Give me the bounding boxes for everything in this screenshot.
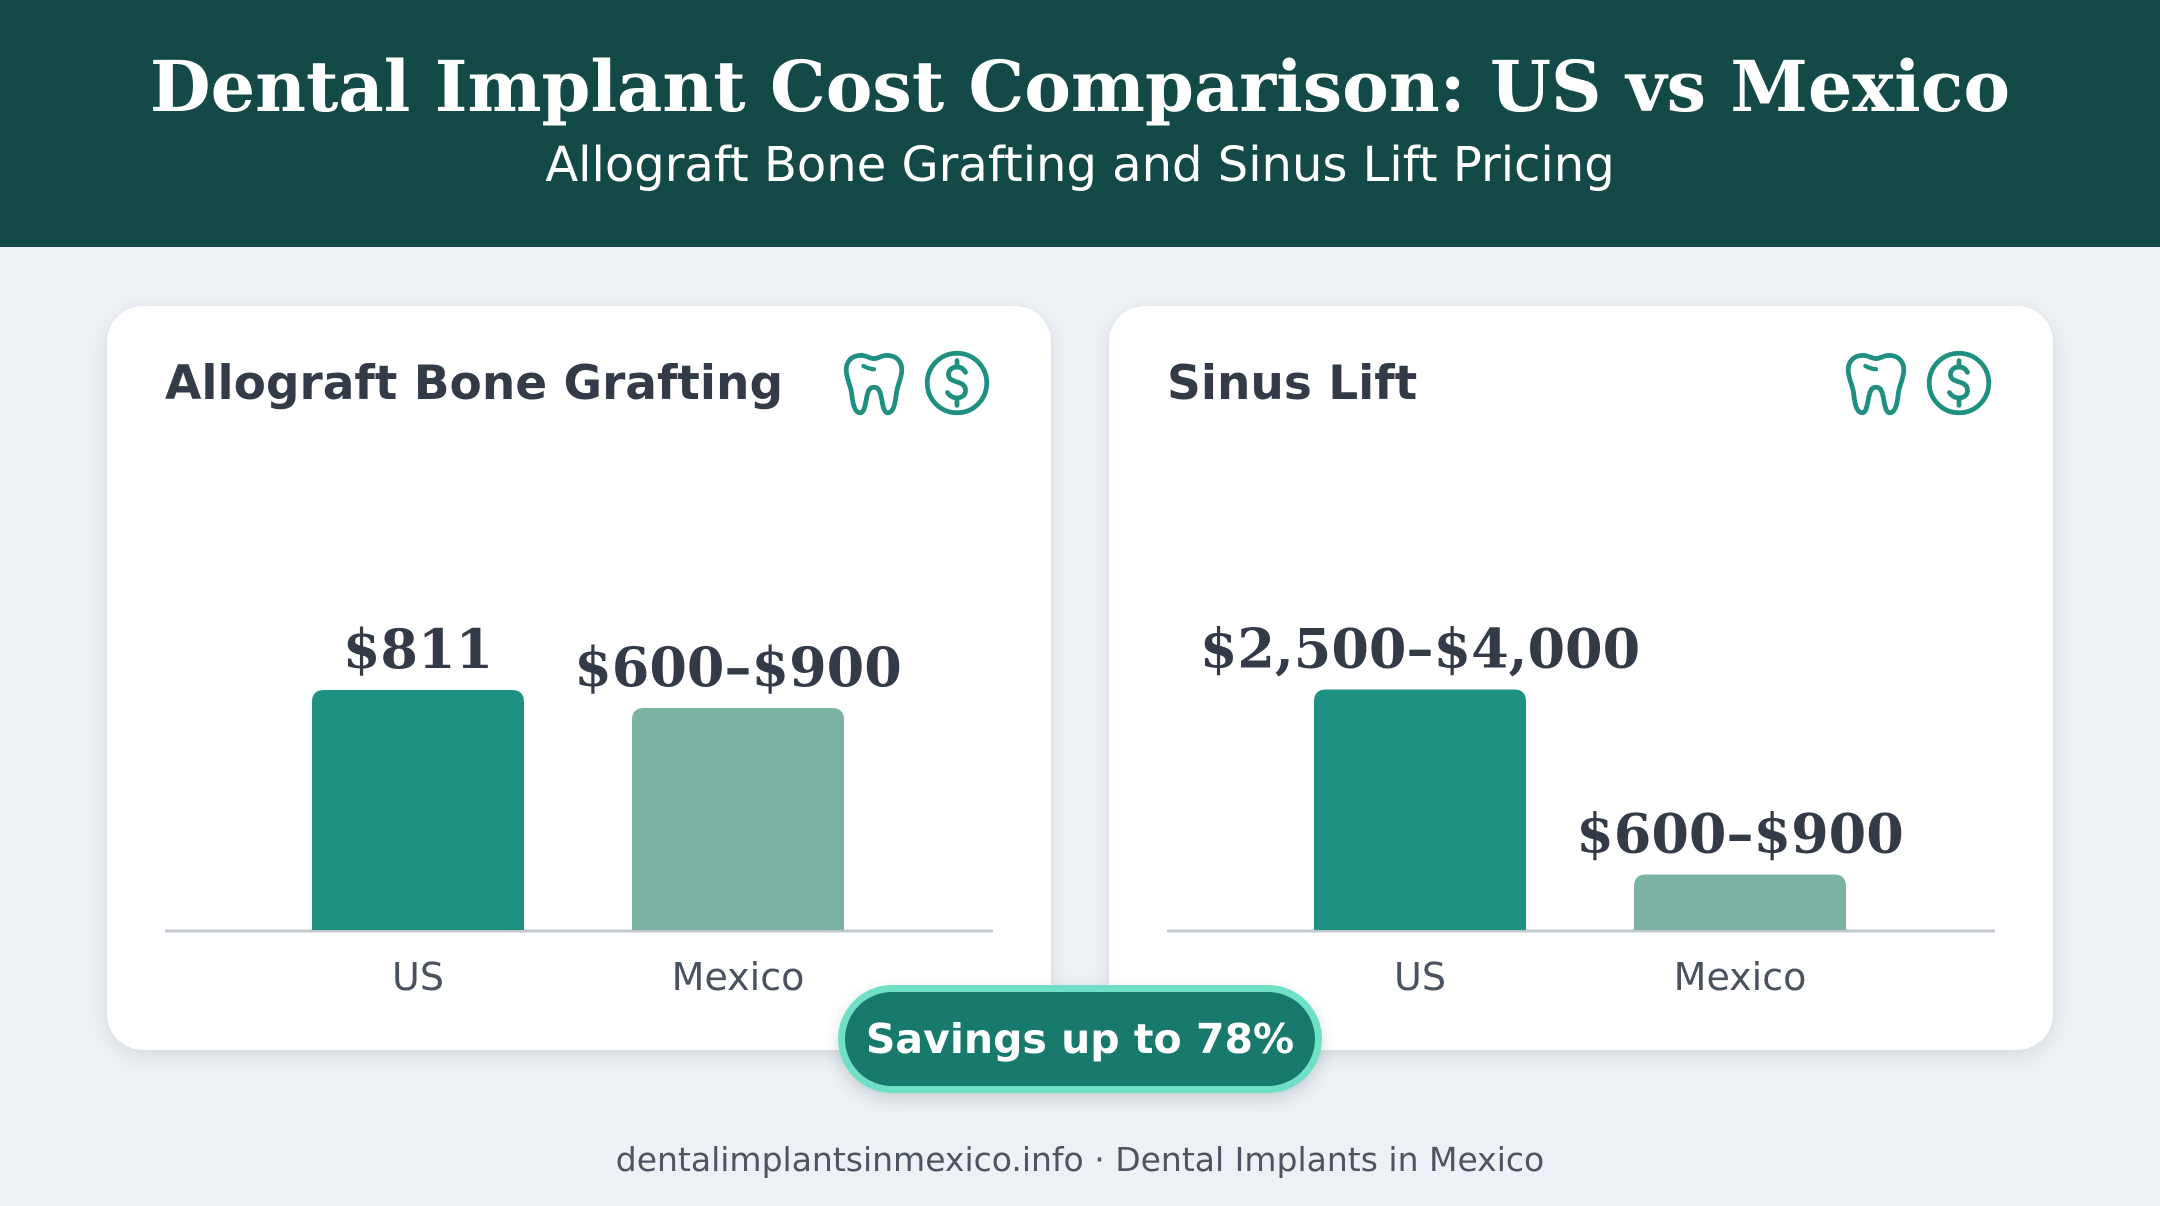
- bar-value-label-mexico: $600–$900: [1576, 802, 1904, 866]
- bar-mexico: [632, 708, 844, 930]
- bone-grafting-chart: $811 US $600–$900 Mexico: [165, 617, 993, 999]
- category-label-mexico: Mexico: [1674, 955, 1807, 999]
- chart-card-bone-grafting: $811 US $600–$900 Mexico Allograft Bone Gra…: [107, 306, 1051, 1050]
- bar-us: [1314, 689, 1526, 930]
- dollar-icon: [924, 350, 990, 416]
- page-title: Dental Implant Cost Comparison: US vs Me…: [149, 45, 2011, 128]
- chart-title: Sinus Lift: [1167, 356, 1418, 411]
- savings-badge: Savings up to 78%: [838, 985, 1322, 1093]
- tooth-icon: [1845, 352, 1907, 416]
- bar-value-label-mexico: $600–$900: [574, 635, 902, 699]
- chart-title: Allograft Bone Grafting: [165, 356, 784, 411]
- category-label-us: US: [392, 955, 444, 999]
- bar-us: [312, 689, 524, 930]
- sinus-lift-chart: $2,500–$4,000 US $600–$900 Mexico: [1167, 617, 1995, 999]
- bar-value-label-us: $2,500–$4,000: [1200, 617, 1640, 681]
- dollar-icon: [1926, 350, 1992, 416]
- footer-attribution: dentalimplantsinmexico.info · Dental Imp…: [615, 1140, 1545, 1179]
- bar-value-label-us: $811: [343, 617, 493, 681]
- page-subtitle: Allograft Bone Grafting and Sinus Lift P…: [545, 137, 1615, 193]
- tooth-icon: [843, 352, 905, 416]
- header-banner: Dental Implant Cost Comparison: US vs Me…: [0, 0, 2160, 247]
- category-label-us: US: [1394, 955, 1446, 999]
- category-label-mexico: Mexico: [672, 955, 805, 999]
- bar-mexico: [1634, 874, 1846, 930]
- chart-card-sinus-lift: $2,500–$4,000 US $600–$900 Mexico Sinus Lif…: [1109, 306, 2053, 1050]
